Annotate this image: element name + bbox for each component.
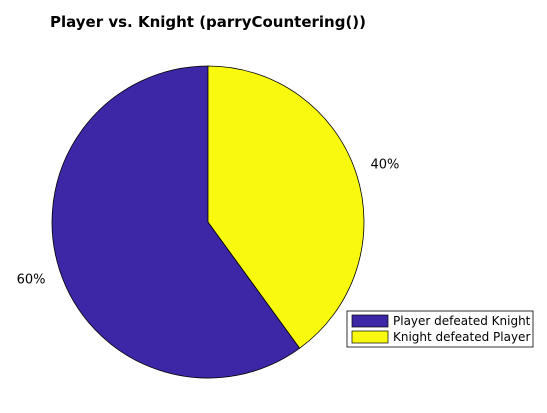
pie-slice-player-defeated-knight (51, 65, 301, 379)
legend-entry-player-defeated-knight: Player defeated Knight (393, 314, 531, 328)
legend-entry-knight-defeated-player: Knight defeated Player (393, 330, 530, 344)
slice-labels: 60% 40% (17, 158, 400, 288)
pie-slice-knight-defeated-player (207, 65, 365, 349)
legend-swatch-knight-defeated-player (351, 330, 389, 344)
legend-swatch-player-defeated-knight (351, 314, 389, 328)
slice-percent-label: 60% (17, 273, 46, 288)
chart-title: Player vs. Knight (parryCountering()) (50, 13, 366, 31)
slice-percent-label: 40% (370, 158, 399, 173)
pie-slices (51, 65, 365, 379)
legend: Player defeated Knight Knight defeated P… (346, 310, 534, 348)
